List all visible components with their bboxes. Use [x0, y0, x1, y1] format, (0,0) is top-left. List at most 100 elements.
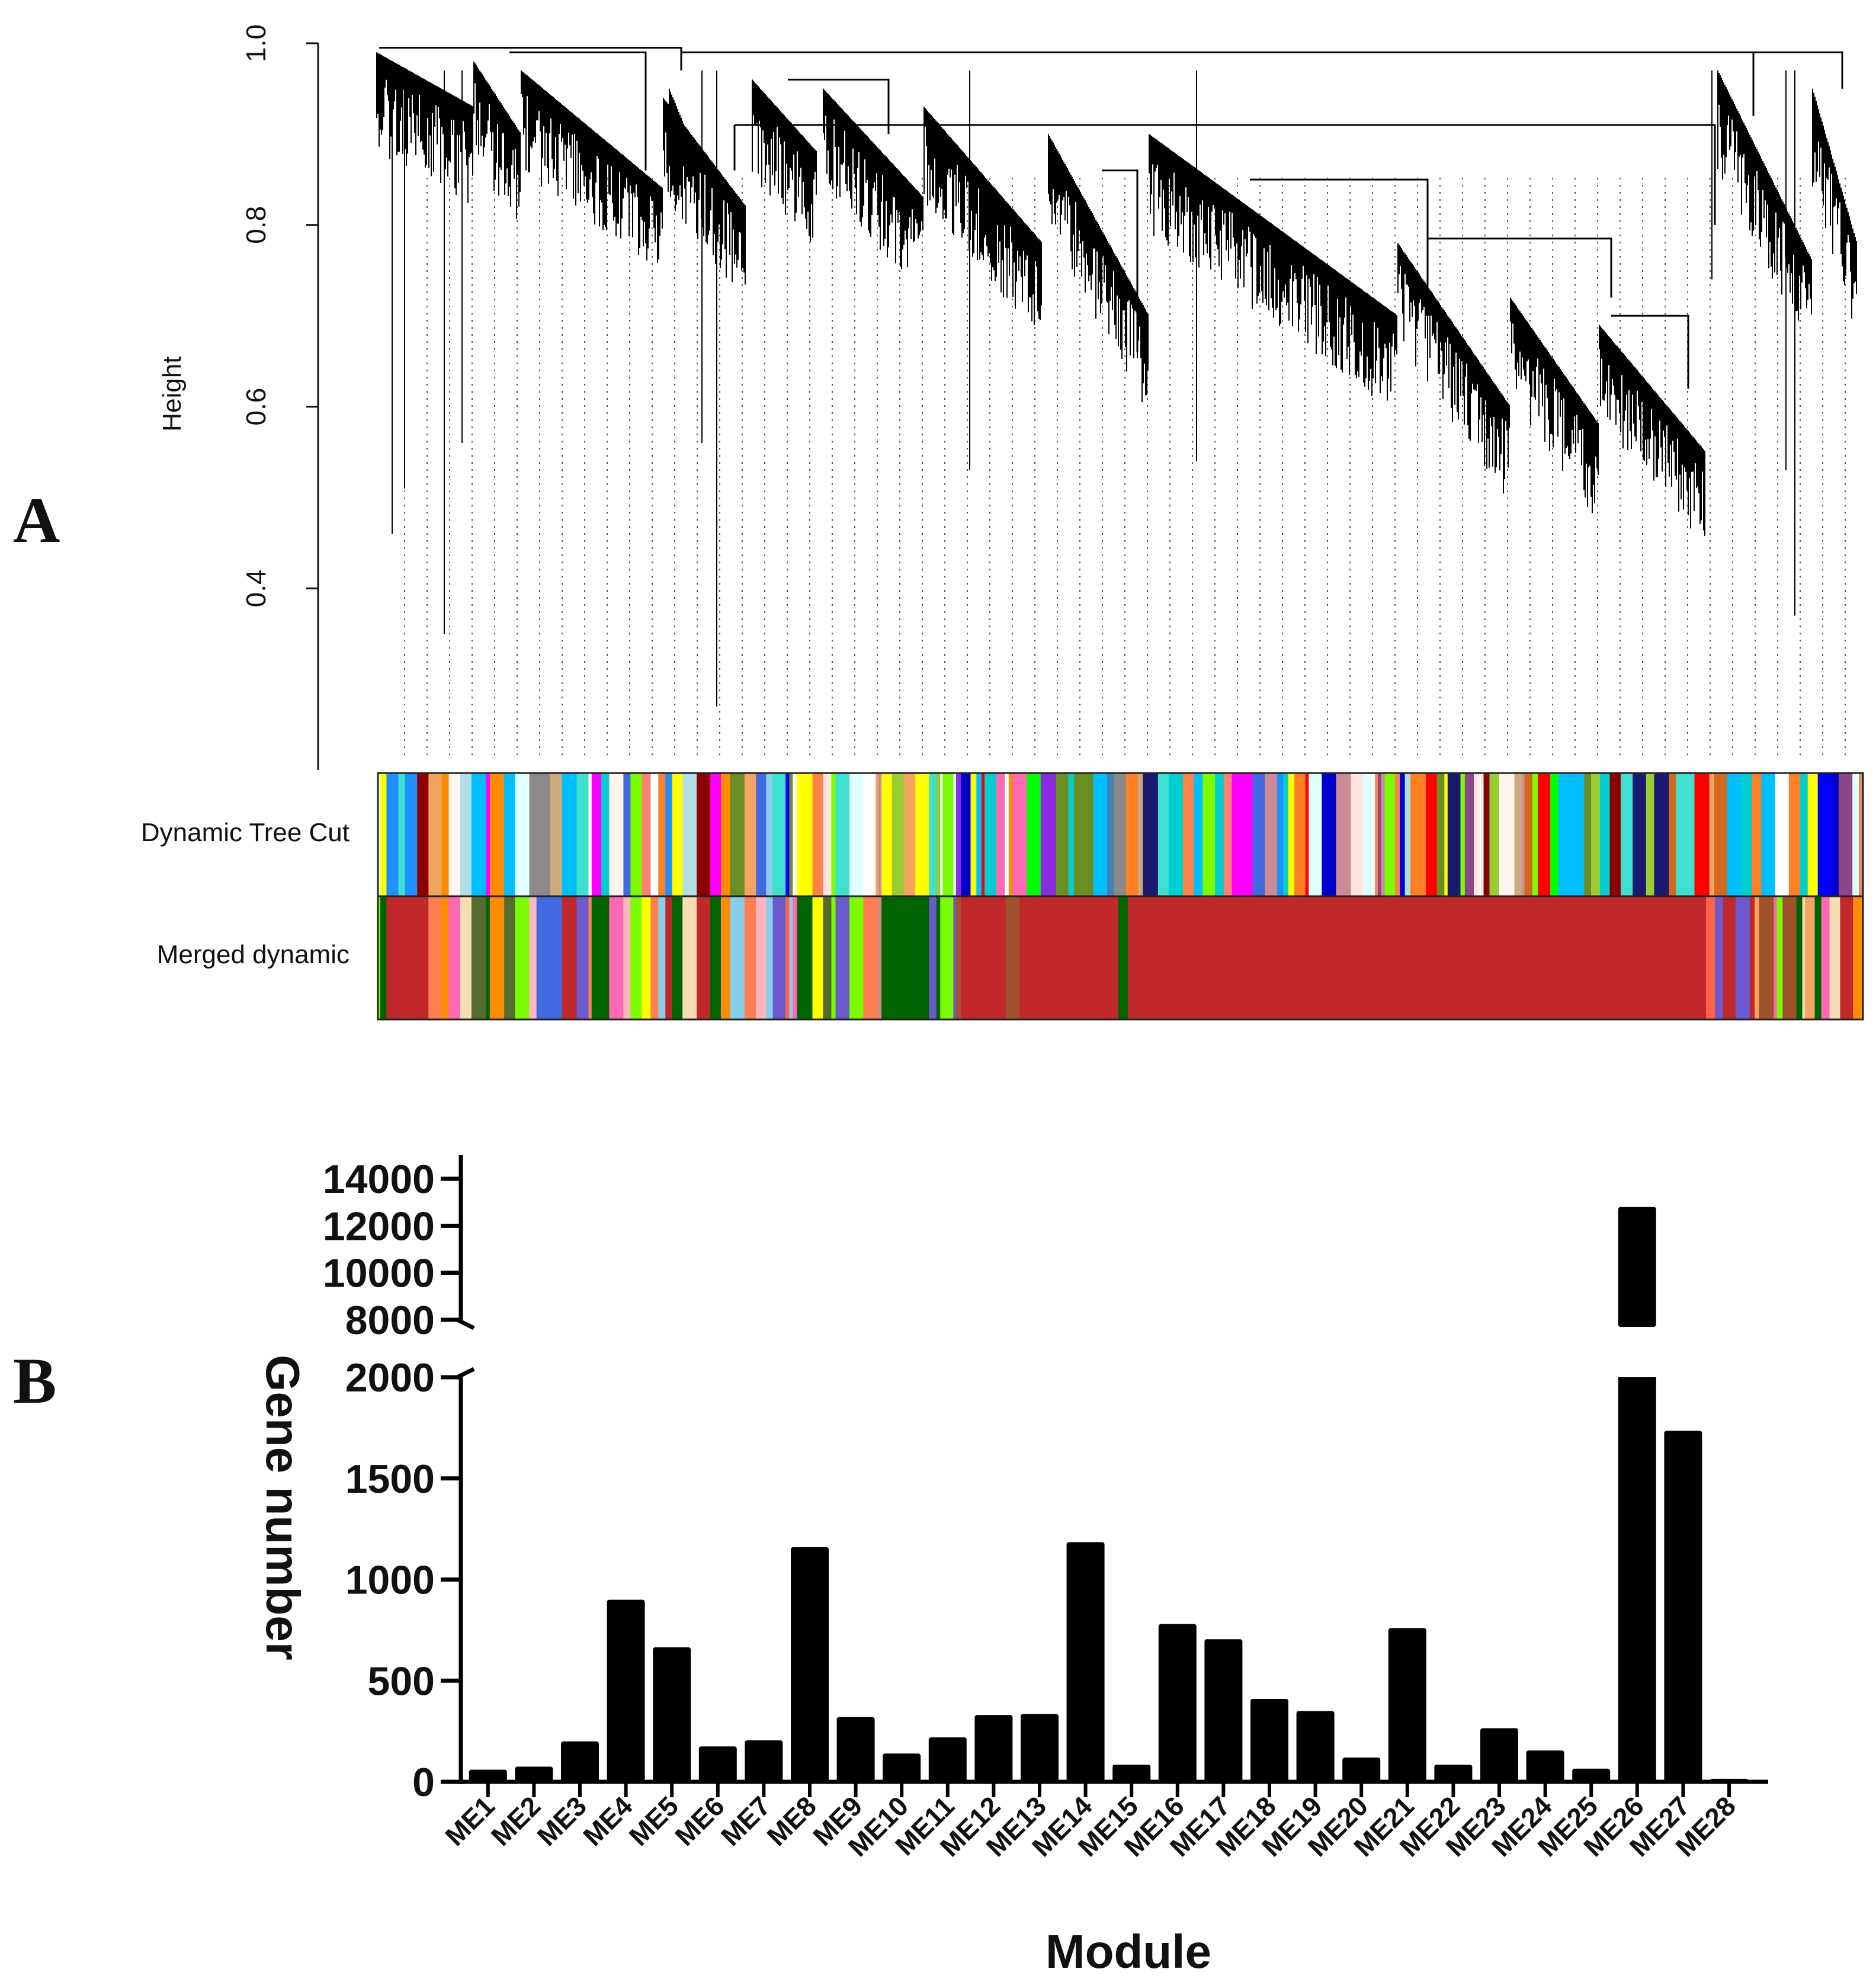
- color-strip-segment: [766, 773, 774, 896]
- color-strip-segment: [1621, 773, 1633, 896]
- color-strip-segment: [1181, 896, 1189, 1019]
- color-strip-segment: [1591, 773, 1601, 896]
- color-strip-segment: [672, 896, 683, 1019]
- color-strip-segment: [1633, 773, 1647, 896]
- color-strip-segment: [1550, 773, 1559, 896]
- module-color-strips: [377, 772, 1864, 1021]
- color-strip-segment: [785, 896, 790, 1019]
- color-strip-segment: [1805, 896, 1816, 1019]
- color-strip-segment: [405, 896, 418, 1019]
- color-strip-segment: [744, 773, 756, 896]
- bar-me1: [469, 1769, 507, 1782]
- color-strip-segment: [536, 773, 550, 896]
- bar-y-tick-label: 8000: [345, 1298, 435, 1343]
- color-strip-segment: [961, 773, 971, 896]
- color-strip-segment: [441, 896, 450, 1019]
- color-strip-segment: [650, 896, 659, 1019]
- color-strip-segment: [682, 773, 697, 896]
- color-strip-segment: [979, 896, 991, 1019]
- bar-me16: [1158, 1624, 1197, 1782]
- color-strip-segment: [990, 896, 995, 1019]
- color-strip-segment: [550, 896, 555, 1019]
- color-strip-segment: [1782, 896, 1797, 1019]
- color-strip-segment: [504, 896, 515, 1019]
- bar-chart-bars: [469, 1207, 1748, 1782]
- color-strip-segment: [1188, 896, 1202, 1019]
- color-strip-segment: [793, 773, 798, 896]
- color-strip-segment: [904, 896, 916, 1019]
- color-strip-segment: [1514, 773, 1523, 896]
- color-strip-segment: [1538, 773, 1551, 896]
- bar-me6: [698, 1746, 737, 1782]
- color-strip-segment: [1759, 896, 1774, 1019]
- color-strip-segment: [529, 896, 537, 1019]
- bar-y-tick-label: 1500: [345, 1457, 435, 1502]
- dendrogram-guide-lines: [404, 178, 1846, 755]
- color-strip-segment: [1201, 896, 1214, 1019]
- color-strip-segment: [797, 773, 813, 896]
- color-strip-segment: [1752, 773, 1762, 896]
- color-strip-segment: [1694, 773, 1710, 896]
- bar-x-tick-label: ME2: [485, 1790, 547, 1852]
- color-strip-segment: [601, 896, 610, 1019]
- color-strip-segment: [378, 773, 381, 896]
- color-strip-segment: [1755, 896, 1760, 1019]
- color-strip-segment: [915, 773, 930, 896]
- color-strip-segment: [380, 773, 387, 896]
- color-strip-segment: [876, 896, 878, 1019]
- color-strip-segment: [601, 773, 610, 896]
- color-strip-segment: [1840, 896, 1853, 1019]
- color-strip-segment: [1005, 896, 1020, 1019]
- color-strip-segment: [1378, 773, 1382, 896]
- dendrogram-y-tick-label: 0.6: [240, 388, 271, 426]
- color-strip-segment: [996, 773, 1006, 896]
- color-strip-segment: [471, 773, 486, 896]
- bar-me13: [1021, 1714, 1059, 1782]
- color-strip-segment: [1706, 896, 1715, 1019]
- bar-y-tick-label: 10000: [323, 1251, 435, 1296]
- color-strip-segment: [489, 773, 505, 896]
- bar-me21: [1388, 1628, 1426, 1782]
- color-strip-segment: [697, 896, 711, 1019]
- color-strip-segment: [448, 896, 461, 1019]
- color-strip-segment: [1853, 896, 1862, 1019]
- color-strip-segment: [1128, 896, 1133, 1019]
- color-strip-segment: [891, 896, 905, 1019]
- bar-x-tick-label: ME8: [761, 1790, 822, 1852]
- color-strip-segment: [486, 773, 490, 896]
- color-strip-segment: [1817, 773, 1833, 896]
- bar-me27: [1664, 1431, 1702, 1782]
- color-strip-segment: [650, 773, 659, 896]
- color-strip-segment: [721, 896, 730, 1019]
- bar-me2: [515, 1766, 553, 1782]
- color-strip-segment: [682, 896, 697, 1019]
- color-strip-segment: [730, 896, 745, 1019]
- color-strip-segment: [1277, 773, 1284, 896]
- color-strip-segment: [576, 896, 589, 1019]
- color-strip-segment: [1143, 773, 1159, 896]
- color-strip-segment: [878, 773, 882, 896]
- bar-me11: [928, 1737, 967, 1782]
- bar-me19: [1296, 1711, 1335, 1782]
- bar-me28: [1710, 1778, 1748, 1782]
- color-strip-segment: [642, 773, 651, 896]
- color-strip-segment: [1079, 896, 1095, 1019]
- color-strip-segment: [1107, 896, 1119, 1019]
- dendrogram-sub-merge: [509, 51, 1139, 352]
- color-strip-segment: [878, 896, 882, 1019]
- color-strip-segment: [1363, 773, 1375, 896]
- color-strip-segment: [1265, 773, 1278, 896]
- color-strip-segment: [940, 896, 943, 1019]
- bar-me10: [883, 1753, 921, 1782]
- color-strip-segment: [1215, 773, 1224, 896]
- color-strip-segment: [1646, 773, 1654, 896]
- color-strip-segment: [398, 896, 406, 1019]
- color-strip-segment: [554, 896, 563, 1019]
- color-strip-segment: [772, 773, 786, 896]
- color-strip-segment: [1202, 773, 1216, 896]
- color-strip-segment: [665, 896, 673, 1019]
- color-strip-segment: [1735, 896, 1750, 1019]
- dendrogram-top-merge: [379, 47, 1843, 116]
